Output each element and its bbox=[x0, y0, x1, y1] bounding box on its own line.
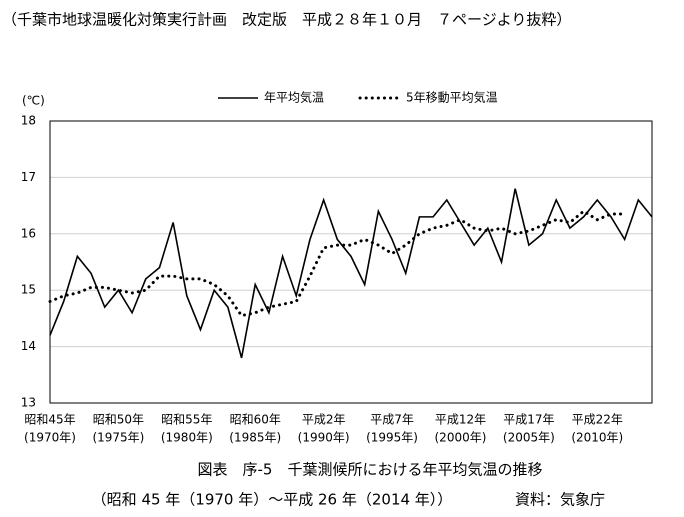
caption-title: 図表 序-5 千葉測候所における年平均気温の推移 bbox=[198, 461, 543, 479]
x-tick-label: (1985年) bbox=[229, 431, 281, 445]
y-tick-label: 14 bbox=[21, 339, 36, 353]
x-tick-label: 平成2年 bbox=[302, 413, 346, 427]
y-tick-label: 16 bbox=[21, 226, 36, 240]
y-tick-label: 17 bbox=[21, 170, 36, 184]
x-tick-label: 昭和50年 bbox=[93, 413, 144, 427]
x-tick-label: (2005年) bbox=[503, 431, 555, 445]
plot-frame bbox=[49, 120, 653, 404]
x-tick-label: (1995年) bbox=[366, 431, 418, 445]
legend-label: 5年移動平均気温 bbox=[406, 90, 498, 105]
caption-period: （昭和 45 年（1970 年）～平成 26 年（2014 年）） bbox=[92, 491, 453, 509]
legend-label: 年平均気温 bbox=[264, 90, 324, 105]
x-tick-label: (2000年) bbox=[435, 431, 487, 445]
y-tick-label: 18 bbox=[21, 114, 36, 128]
y-axis-label: (℃) bbox=[22, 94, 45, 108]
x-tick-label: (1975年) bbox=[92, 431, 144, 445]
series-line bbox=[48, 209, 627, 318]
x-tick-label: 昭和55年 bbox=[161, 413, 212, 427]
x-tick-label: 昭和45年 bbox=[24, 413, 75, 427]
x-tick-label: 平成17年 bbox=[503, 413, 554, 427]
header: （千葉市地球温暖化対策実行計画 改定版 平成２８年１０月 ７ページより抜粋） bbox=[2, 11, 571, 29]
y-tick-label: 15 bbox=[21, 283, 36, 297]
y-tick-label: 13 bbox=[21, 396, 36, 410]
series-line bbox=[49, 188, 653, 359]
x-tick-label: (1980年) bbox=[161, 431, 213, 445]
x-tick-label: 平成7年 bbox=[370, 413, 414, 427]
caption-source: 資料：気象庁 bbox=[515, 491, 605, 509]
x-tick-label: 昭和60年 bbox=[230, 413, 281, 427]
x-tick-label: (1970年) bbox=[24, 431, 76, 445]
x-tick-label: (1990年) bbox=[298, 431, 350, 445]
x-tick-label: (2010年) bbox=[571, 431, 623, 445]
x-tick-label: 平成22年 bbox=[572, 413, 623, 427]
x-tick-label: 平成12年 bbox=[435, 413, 486, 427]
